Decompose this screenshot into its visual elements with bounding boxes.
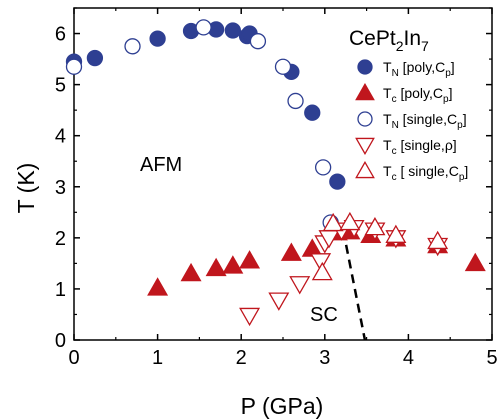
tc-single-rho-point: [310, 253, 332, 272]
tn-poly-cp-point: [224, 22, 241, 39]
x-axis-title: P (GPa): [241, 393, 324, 419]
tn-poly-cp-point: [86, 49, 104, 67]
y-tick-label: 1: [55, 279, 66, 301]
sc-boundary-dashed-line: [341, 229, 367, 341]
y-axis-title: T (K): [13, 163, 39, 214]
tn-single-cp-point: [124, 38, 141, 55]
chart-title-mid: In: [403, 27, 421, 50]
tc-single-rho-point: [289, 276, 311, 295]
legend-tn-single-cp-label: TN [single,Cp]: [383, 111, 467, 131]
x-tick-label: 1: [152, 347, 163, 369]
tc-single-cp-point: [322, 212, 344, 232]
sc-label: SC: [310, 304, 338, 326]
tn-poly-cp-point: [329, 173, 346, 190]
tn-poly-cp-point: [304, 104, 321, 121]
chart-title-sub1: 2: [396, 38, 404, 54]
legend-tc-single-cp-label: Tc [ single,Cp]: [383, 163, 468, 183]
tn-single-cp-point: [287, 92, 304, 110]
tc-poly-cp-point: [180, 262, 202, 282]
y-tick-label: 0: [55, 330, 66, 352]
tc-single-cp-point: [311, 261, 333, 281]
data-points-group: [65, 19, 486, 327]
x-tick-label: 2: [236, 347, 247, 369]
y-tick-label: 4: [55, 126, 66, 148]
tn-single-cp-point: [195, 19, 212, 36]
tc-poly-cp-point: [464, 252, 486, 272]
tc-poly-cp-point: [222, 255, 244, 274]
tc-single-cp-point: [427, 230, 449, 250]
tc-poly-cp-point: [280, 242, 302, 261]
legend-tc-poly-cp-marker: [355, 82, 375, 101]
legend-tn-poly-cp-marker: [357, 59, 373, 75]
tc-single-cp-point: [385, 224, 407, 243]
legend-tc-poly-cp-label: Tc [poly,Cp]: [383, 85, 452, 105]
legend-tc-single-rho-label: Tc [single,ρ]: [383, 137, 457, 157]
chart-title: CePt2In7: [349, 27, 429, 54]
y-tick-label: 2: [55, 228, 66, 250]
tc-single-cp-point: [364, 216, 386, 236]
tn-single-cp-point: [274, 58, 292, 75]
tn-single-cp-point: [314, 159, 332, 176]
tc-poly-cp-point: [239, 250, 261, 269]
x-tick-label: 5: [486, 347, 497, 369]
legend: TN [poly,Cp] Tc [poly,Cp] TN [single,Cp] Tc…: [355, 59, 468, 183]
legend-tc-single-cp-marker: [355, 160, 375, 179]
tc-poly-cp-point: [147, 277, 169, 296]
legend-tn-single-cp-marker: [357, 111, 373, 127]
y-tick-label: 3: [55, 177, 66, 199]
y-tick-label: 5: [55, 75, 66, 97]
afm-label: AFM: [140, 154, 182, 176]
tc-single-rho-point: [268, 292, 290, 311]
tc-poly-cp-point: [205, 257, 227, 277]
x-tick-label: 4: [403, 347, 414, 369]
tc-single-cp-point: [339, 211, 361, 231]
chart-title-sub2: 7: [421, 38, 429, 54]
tn-poly-cp-point: [149, 30, 166, 47]
legend-tc-single-rho-marker: [355, 137, 375, 156]
legend-tn-poly-cp-label: TN [poly,Cp]: [383, 59, 455, 79]
x-tick-label: 0: [68, 347, 79, 369]
ticks-group: 0 1 2 3 4 5 0 1 2 3 4 5 6: [55, 7, 498, 369]
tn-single-cp-point: [249, 33, 267, 50]
x-tick-label: 3: [319, 347, 330, 369]
phase-boundary-group: [341, 229, 367, 341]
chart-title-base: CePt: [349, 27, 396, 50]
tc-single-rho-point: [239, 307, 261, 327]
y-tick-label: 6: [55, 24, 66, 46]
tn-single-cp-point: [65, 58, 83, 75]
